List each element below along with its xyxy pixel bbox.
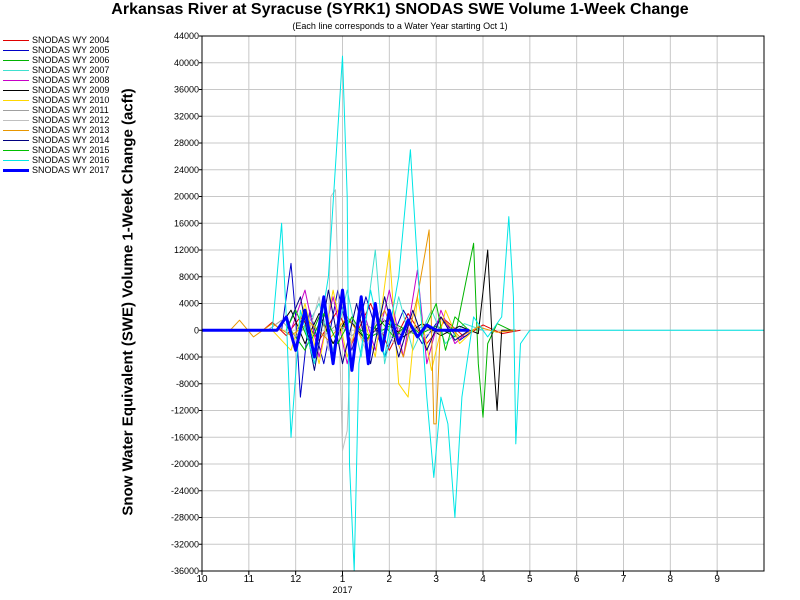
legend-swatch: [3, 110, 29, 111]
legend-swatch: [3, 90, 29, 91]
y-tick-label: 12000: [174, 245, 199, 255]
x-tick-label: 1: [340, 574, 346, 585]
y-tick-label: -12000: [171, 406, 199, 416]
legend-item: SNODAS WY 2006: [3, 55, 133, 66]
legend-item: SNODAS WY 2014: [3, 135, 133, 146]
legend-swatch: [3, 80, 29, 81]
y-tick-label: 44000: [174, 31, 199, 41]
legend-label: SNODAS WY 2010: [32, 95, 110, 105]
legend-label: SNODAS WY 2015: [32, 145, 110, 155]
series-line-snodas-wy-2014: [285, 289, 470, 371]
legend-label: SNODAS WY 2016: [32, 155, 110, 165]
legend-swatch: [3, 130, 29, 131]
y-tick-label: 8000: [179, 272, 199, 282]
y-tick-label: -36000: [171, 566, 199, 576]
legend-swatch: [3, 169, 29, 172]
legend-item: SNODAS WY 2016: [3, 155, 133, 166]
y-tick-label: -20000: [171, 459, 199, 469]
legend-item: SNODAS WY 2011: [3, 105, 133, 116]
y-tick-label: 20000: [174, 192, 199, 202]
series-line-snodas-wy-2006: [290, 242, 512, 418]
legend-label: SNODAS WY 2012: [32, 115, 110, 125]
x-tick-label: 8: [668, 574, 674, 585]
legend-item: SNODAS WY 2009: [3, 85, 133, 96]
legend-swatch: [3, 60, 29, 61]
series-line-snodas-wy-2007: [304, 249, 484, 365]
legend-label: SNODAS WY 2011: [32, 105, 109, 115]
x-tick-label: 11: [244, 574, 255, 585]
y-tick-label: 24000: [174, 165, 199, 175]
legend-label: SNODAS WY 2004: [32, 35, 110, 45]
plot-frame: [201, 35, 765, 572]
legend-swatch: [3, 160, 29, 161]
legend-swatch: [3, 140, 29, 141]
legend-item: SNODAS WY 2015: [3, 145, 133, 156]
legend-label: SNODAS WY 2006: [32, 55, 110, 65]
y-tick-label: -32000: [171, 539, 199, 549]
y-tick-label: 0: [194, 325, 199, 335]
legend-label: SNODAS WY 2009: [32, 85, 110, 95]
chart-legend: SNODAS WY 2004 SNODAS WY 2005 SNODAS WY 20…: [3, 35, 133, 176]
legend-label: SNODAS WY 2005: [32, 45, 110, 55]
legend-swatch: [3, 70, 29, 71]
chart-subtitle: (Each line corresponds to a Water Year s…: [292, 21, 508, 31]
x-tick-label: 12: [290, 574, 302, 585]
legend-label: SNODAS WY 2014: [32, 135, 110, 145]
legend-item: SNODAS WY 2010: [3, 95, 133, 106]
legend-item: SNODAS WY 2008: [3, 75, 133, 86]
y-tick-label: 32000: [174, 111, 199, 121]
y-tick-label: 40000: [174, 58, 199, 68]
series-line-snodas-wy-2010: [271, 249, 474, 398]
legend-swatch: [3, 100, 29, 101]
legend-item: SNODAS WY 2005: [3, 45, 133, 56]
legend-swatch: [3, 40, 29, 41]
series-line-snodas-wy-2015: [285, 303, 470, 351]
y-tick-label: 4000: [179, 299, 199, 309]
x-tick-label: 10: [196, 574, 208, 585]
x-tick-label: 6: [574, 574, 580, 585]
y-tick-label: -8000: [176, 379, 199, 389]
x-tick-label: 4: [480, 574, 486, 585]
legend-item: SNODAS WY 2013: [3, 125, 133, 136]
y-tick-label: -28000: [171, 513, 199, 523]
legend-item: SNODAS WY 2012: [3, 115, 133, 126]
x-tick-label: 3: [433, 574, 439, 585]
legend-item: SNODAS WY 2017: [3, 165, 133, 176]
y-tick-label: -16000: [171, 432, 199, 442]
legend-swatch: [3, 150, 29, 151]
legend-swatch: [3, 50, 29, 51]
y-tick-label: 28000: [174, 138, 199, 148]
legend-label: SNODAS WY 2013: [32, 125, 110, 135]
legend-label: SNODAS WY 2008: [32, 75, 110, 85]
series-line-snodas-wy-2017: [202, 288, 469, 372]
x-tick-label: 9: [714, 574, 720, 585]
series-line-snodas-wy-2013: [229, 229, 516, 425]
y-tick-label: 36000: [174, 85, 199, 95]
y-tick-label: -4000: [176, 352, 199, 362]
legend-label: SNODAS WY 2007: [32, 65, 110, 75]
x-year-label: 2017: [332, 585, 352, 595]
legend-label: SNODAS WY 2017: [32, 165, 110, 175]
legend-item: SNODAS WY 2007: [3, 65, 133, 76]
x-tick-label: 5: [527, 574, 533, 585]
chart-title: Arkansas River at Syracuse (SYRK1) SNODA…: [111, 1, 689, 18]
legend-item: SNODAS WY 2004: [3, 35, 133, 46]
x-tick-label: 7: [621, 574, 627, 585]
y-tick-label: -24000: [171, 486, 199, 496]
y-tick-label: 16000: [174, 218, 199, 228]
legend-swatch: [3, 120, 29, 121]
x-tick-label: 2: [387, 574, 393, 585]
series-line-snodas-wy-2008: [290, 269, 470, 365]
